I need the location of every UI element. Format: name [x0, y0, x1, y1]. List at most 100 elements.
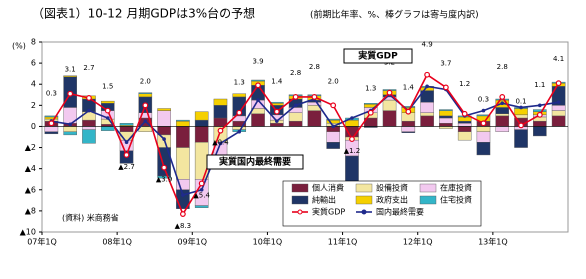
bar-segment — [288, 112, 303, 122]
bar-segment — [382, 110, 397, 127]
bar-segment — [119, 123, 134, 126]
bar-segment — [439, 109, 453, 111]
data-label: 2.0 — [328, 77, 339, 85]
data-label: 1.4 — [271, 78, 283, 86]
y-tick-label: 8 — [31, 38, 36, 47]
data-label: 2.8 — [290, 69, 301, 77]
legend-swatch — [419, 183, 437, 193]
bar-segment — [382, 99, 397, 111]
bar-segment — [157, 175, 171, 179]
bar-segment — [533, 120, 547, 127]
bar-segment — [439, 126, 453, 129]
legend-label: 純輸出 — [312, 195, 336, 205]
line — [50, 73, 560, 216]
bar-segment — [439, 117, 453, 124]
bar-segment — [194, 205, 209, 208]
bar-segment — [533, 109, 547, 112]
gdp-marker — [236, 109, 243, 116]
gdp-marker — [518, 122, 524, 129]
annotation: 実質国内最終需要 — [219, 156, 291, 168]
bar-segment — [326, 131, 340, 143]
y-tick-label: 4 — [31, 80, 36, 89]
gdp-marker — [330, 102, 337, 109]
y-tick-label: ▲6 — [25, 185, 36, 194]
chart-title: （図表1）10-12 月期GDPは3%台の予想 — [32, 6, 255, 21]
annotation-box — [206, 154, 304, 170]
bar-segment — [439, 123, 453, 127]
bar-segment — [495, 107, 510, 114]
chart-subtitle: (前期比年率、%、棒グラフは寄与度内訳) — [310, 9, 479, 21]
gdp-marker — [536, 111, 543, 118]
gdp-marker — [367, 109, 374, 116]
y-tick-label: 2 — [31, 101, 36, 110]
y-tick-label: ▲4 — [25, 164, 36, 173]
gdp-marker — [104, 107, 111, 114]
bar-segment — [457, 123, 472, 127]
data-label: 4.9 — [422, 41, 433, 49]
gdp-marker — [161, 164, 168, 171]
gdp-marker — [424, 71, 431, 78]
legend-label: 在庫投資 — [440, 183, 472, 193]
bar-segment — [63, 131, 77, 136]
bar-segment — [100, 126, 115, 131]
data-label: 1.1 — [534, 81, 545, 89]
bar-segment — [176, 147, 190, 180]
bar-segment — [251, 113, 265, 127]
data-label: 0.3 — [478, 95, 489, 103]
data-label: ▲8.3 — [175, 222, 192, 230]
data-label: 2.0 — [140, 77, 151, 85]
bar-segment — [401, 120, 416, 127]
legend-label: 設備投資 — [376, 183, 408, 193]
legend-marker — [361, 209, 367, 215]
bar-segment — [495, 115, 510, 127]
bar-segment — [63, 126, 77, 132]
demand-marker — [350, 116, 354, 120]
x-tick-label: 13年1Q — [478, 237, 508, 247]
bar-segment — [44, 126, 59, 132]
gdp-marker — [86, 95, 92, 101]
data-label: 0.1 — [515, 97, 526, 105]
annotation-box — [343, 48, 413, 64]
bar-segment — [401, 131, 416, 133]
data-label: 0.3 — [46, 89, 57, 97]
bar-segment — [176, 119, 190, 122]
bar-segment — [288, 120, 303, 127]
bar-segment — [439, 115, 453, 119]
gdp-marker — [179, 211, 186, 217]
bar-segment — [194, 142, 209, 180]
demand-marker — [68, 122, 72, 127]
x-tick-label: 07年1Q — [27, 237, 57, 247]
data-label: ▲1.2 — [344, 147, 361, 155]
y-tick-label: ▲2 — [25, 143, 36, 152]
demand-marker — [331, 124, 335, 129]
data-label: ▲5.4 — [193, 191, 210, 199]
bar-segment — [420, 112, 434, 117]
gdp-marker — [273, 108, 280, 115]
data-label: 1.3 — [234, 79, 245, 87]
gdp-marker — [311, 93, 318, 100]
bar-segment — [363, 103, 378, 105]
bar-segment — [439, 110, 453, 117]
bar-segment — [82, 126, 96, 130]
gdp-marker — [442, 84, 449, 91]
x-tick-label: 12年1Q — [403, 237, 433, 247]
data-label: 1.5 — [102, 83, 113, 91]
gdp-marker — [198, 180, 205, 187]
gdp-marker — [255, 82, 261, 89]
gdp-marker — [349, 136, 355, 143]
bar-segment — [476, 126, 491, 132]
legend-label: 実質GDP — [312, 207, 345, 217]
bar-segment — [514, 108, 528, 116]
legend-swatch — [355, 195, 373, 205]
bar-segment — [307, 110, 322, 127]
data-label: 4.1 — [553, 55, 564, 63]
legend-box — [282, 180, 482, 227]
data-label: 1.4 — [403, 84, 415, 92]
bar-segment — [326, 142, 340, 149]
bar-segment — [495, 126, 510, 132]
demand-marker — [538, 103, 542, 108]
bar-segment — [345, 119, 359, 127]
demand-marker — [256, 98, 260, 102]
